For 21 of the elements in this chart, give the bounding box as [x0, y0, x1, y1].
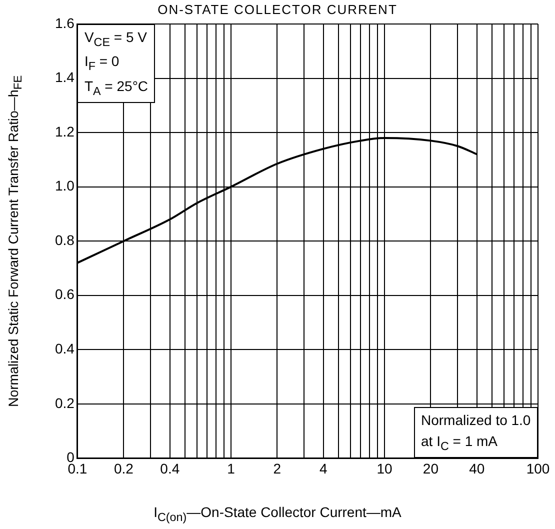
y-tick-label: 0.4: [54, 340, 75, 357]
y-tick-label: 1.0: [54, 178, 75, 194]
annotation: Normalized to 1.0 at I$_{C}$ = 1 mA: [414, 407, 538, 458]
y-tick-label: 1.2: [54, 123, 75, 140]
y-tick-label: 0.2: [54, 394, 75, 411]
x-tick-label: 100: [526, 460, 550, 476]
x-tick-label: 20: [422, 460, 439, 476]
y-tick-label: 0.6: [54, 286, 75, 302]
x-tick-label: 40: [469, 460, 485, 476]
chart-title: ON-STATE COLLECTOR CURRENT: [158, 2, 398, 17]
y-tick-label: 0.8: [54, 232, 75, 248]
y-tick-label: 1.6: [54, 14, 75, 31]
x-tick-label: 10: [376, 460, 392, 476]
x-tick-label: 2: [273, 460, 282, 476]
x-tick-label: 1: [227, 460, 236, 476]
x-axis-title: I$_{C(on)}$—On-State Collector Current—mA: [152, 504, 402, 524]
x-tick-label: 0.4: [160, 460, 180, 476]
text: V$_{CE}$ = 5 V I$_{F}$ = 0 T$_{A}$ = 25°C: [84, 29, 148, 98]
x-tick-label: 0.2: [114, 460, 134, 476]
x-tick-label: 4: [320, 460, 328, 476]
y-tick-label: 1.4: [54, 69, 75, 86]
